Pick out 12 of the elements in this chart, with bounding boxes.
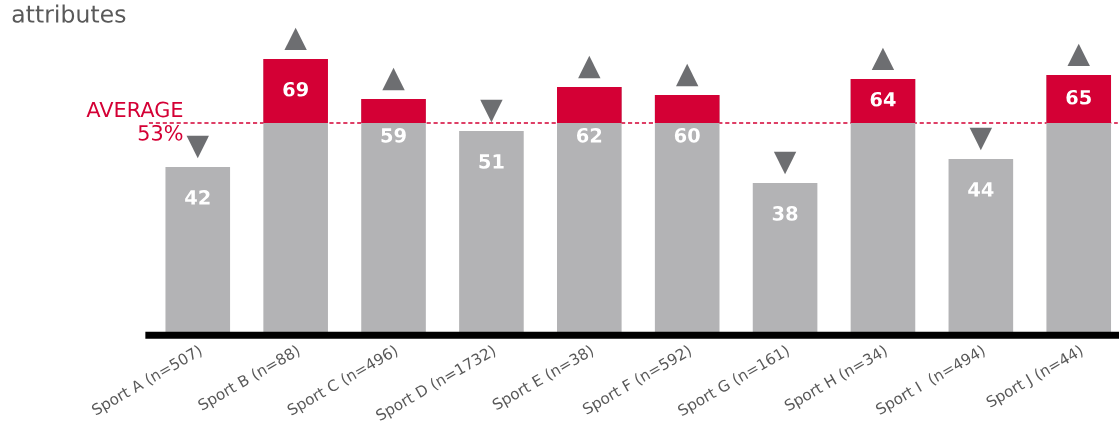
data-label: 62 (576, 127, 602, 143)
data-label: 65 (1066, 89, 1091, 105)
data-label: 44 (968, 182, 994, 197)
data-label: 51 (479, 154, 504, 169)
data-label: 59 (381, 127, 406, 143)
data-label: 38 (772, 206, 798, 221)
data-label: 69 (283, 81, 308, 97)
chart-title: attributes (12, 4, 126, 23)
data-label: 60 (674, 127, 700, 143)
data-label: 64 (870, 91, 896, 107)
ref-line-label: AVERAGE 53% (86, 101, 183, 141)
data-label: 42 (185, 190, 210, 205)
